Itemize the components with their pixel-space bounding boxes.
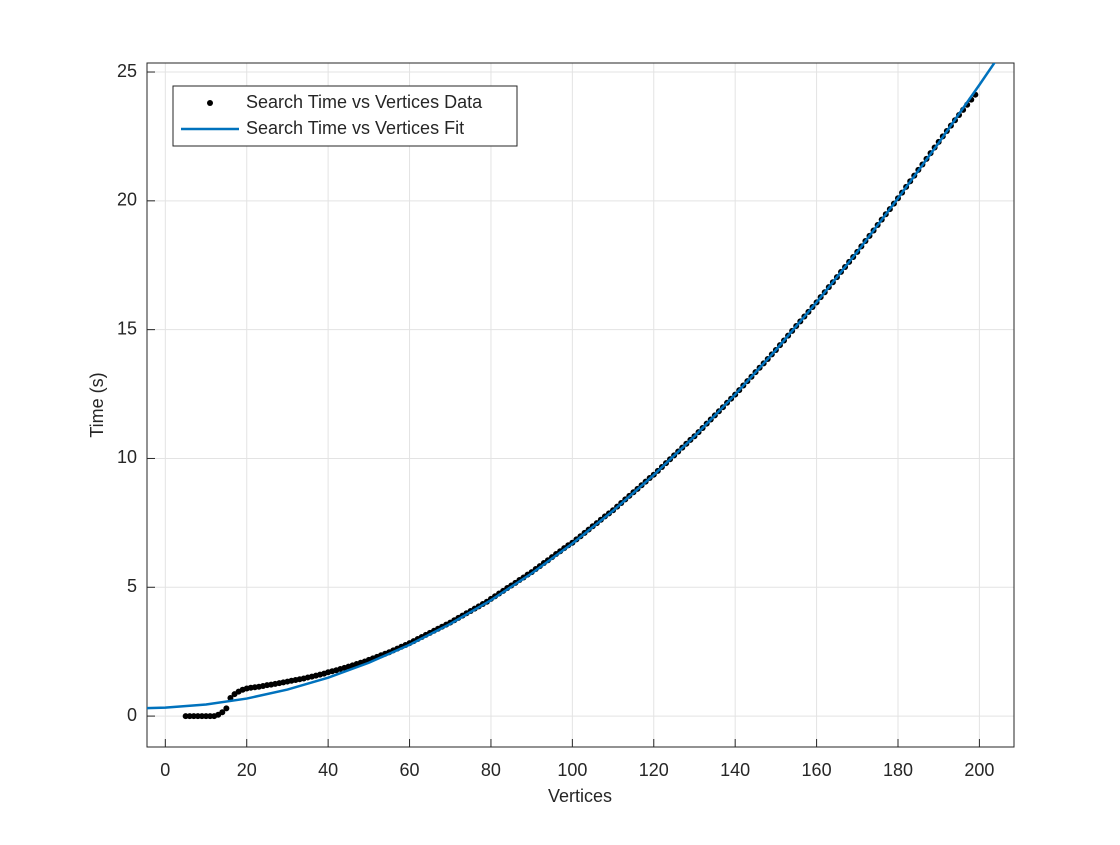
plot-area — [147, 63, 1014, 747]
x-tick-label: 60 — [400, 760, 420, 780]
y-tick-label: 0 — [127, 705, 137, 725]
y-tick-label: 25 — [117, 61, 137, 81]
data-point — [223, 705, 230, 712]
x-tick-label: 80 — [481, 760, 501, 780]
legend-label: Search Time vs Vertices Fit — [246, 118, 464, 138]
x-tick-label: 100 — [557, 760, 587, 780]
data-point — [219, 709, 226, 716]
y-tick-label: 20 — [117, 190, 137, 210]
legend-marker — [207, 100, 213, 106]
x-axis-label: Vertices — [548, 786, 612, 806]
y-axis-label: Time (s) — [87, 372, 107, 437]
y-tick-label: 15 — [117, 318, 137, 338]
x-tick-label: 20 — [237, 760, 257, 780]
x-tick-label: 180 — [883, 760, 913, 780]
y-tick-label: 10 — [117, 447, 137, 467]
y-tick-label: 5 — [127, 576, 137, 596]
x-tick-label: 0 — [160, 760, 170, 780]
x-tick-label: 140 — [720, 760, 750, 780]
legend-label: Search Time vs Vertices Data — [246, 92, 483, 112]
plot-layer — [147, 63, 996, 720]
legend-box — [172, 85, 518, 147]
x-tick-label: 40 — [318, 760, 338, 780]
fit-line — [147, 63, 996, 710]
x-tick-label: 200 — [964, 760, 994, 780]
axes-box — [146, 62, 1015, 748]
x-tick-label: 160 — [802, 760, 832, 780]
x-tick-label: 120 — [639, 760, 669, 780]
